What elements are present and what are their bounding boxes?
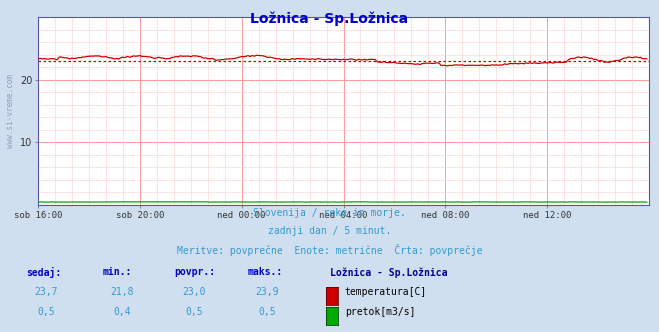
Text: sedaj:: sedaj: — [26, 267, 61, 278]
Text: temperatura[C]: temperatura[C] — [345, 287, 427, 297]
Text: 0,5: 0,5 — [258, 307, 275, 317]
Text: min.:: min.: — [102, 267, 132, 277]
Text: 23,7: 23,7 — [34, 287, 58, 297]
Text: 0,5: 0,5 — [186, 307, 203, 317]
Text: 0,4: 0,4 — [113, 307, 130, 317]
Text: Slovenija / reke in morje.: Slovenija / reke in morje. — [253, 208, 406, 217]
Text: Ložnica - Sp.Ložnica: Ložnica - Sp.Ložnica — [250, 12, 409, 26]
Text: Ložnica - Sp.Ložnica: Ložnica - Sp.Ložnica — [330, 267, 447, 278]
Text: zadnji dan / 5 minut.: zadnji dan / 5 minut. — [268, 226, 391, 236]
Text: Meritve: povprečne  Enote: metrične  Črta: povprečje: Meritve: povprečne Enote: metrične Črta:… — [177, 244, 482, 256]
Text: 23,9: 23,9 — [255, 287, 279, 297]
Text: 21,8: 21,8 — [110, 287, 134, 297]
Text: www.si-vreme.com: www.si-vreme.com — [6, 74, 15, 148]
Text: pretok[m3/s]: pretok[m3/s] — [345, 307, 415, 317]
Text: povpr.:: povpr.: — [175, 267, 215, 277]
Text: maks.:: maks.: — [247, 267, 282, 277]
Text: 0,5: 0,5 — [38, 307, 55, 317]
Text: 23,0: 23,0 — [183, 287, 206, 297]
